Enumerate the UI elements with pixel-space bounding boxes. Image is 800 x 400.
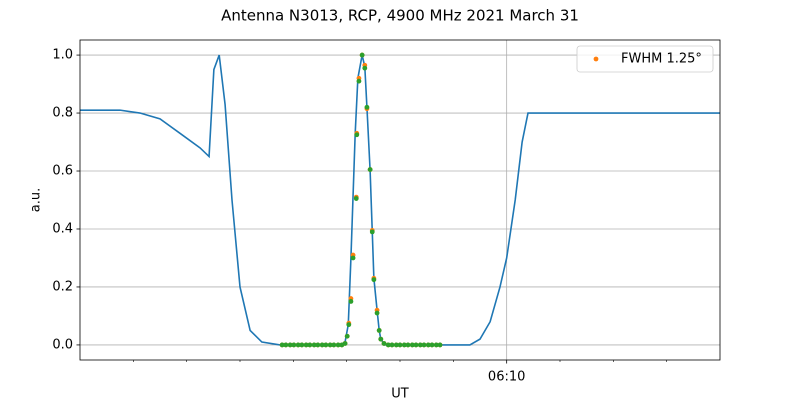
scatter-point: [421, 342, 427, 348]
x-tick-label: 06:10: [488, 370, 525, 385]
scatter-point: [327, 342, 333, 348]
scatter-point: [303, 342, 309, 348]
scatter-point: [371, 277, 377, 283]
scatter-point: [425, 342, 431, 348]
scatter-point: [344, 333, 350, 339]
scatter-point: [429, 342, 435, 348]
scatter-point: [405, 342, 411, 348]
y-axis-label: a.u.: [29, 188, 44, 212]
scatter-point: [299, 342, 305, 348]
scatter-point: [362, 65, 368, 71]
y-tick-label: 0.0: [52, 337, 73, 352]
scatter-point: [364, 104, 370, 110]
scatter-point: [367, 167, 373, 172]
scatter-point: [356, 78, 362, 84]
scatter-point: [413, 342, 419, 348]
scatter-point: [335, 342, 341, 348]
scatter-point: [307, 342, 313, 348]
scatter-point: [374, 310, 380, 316]
legend-box: [576, 45, 714, 73]
scatter-point: [291, 342, 297, 348]
scatter-point: [342, 341, 348, 346]
scatter-point: [283, 342, 289, 348]
scatter-point: [369, 229, 375, 235]
scatter-point: [353, 196, 359, 201]
plot-frame: [79, 39, 721, 361]
scatter-point: [381, 341, 387, 346]
scatter-point: [417, 342, 423, 348]
x-axis-label: UT: [391, 387, 409, 400]
data-line: [80, 54, 720, 346]
scatter-point: [354, 132, 360, 138]
scatter-point: [319, 342, 325, 348]
scatter-point: [359, 52, 365, 58]
scatter-point: [346, 322, 352, 328]
y-tick-label: 0.2: [52, 279, 73, 294]
scatter-point: [393, 342, 399, 348]
chart-title: Antenna N3013, RCP, 4900 MHz 2021 March …: [221, 7, 579, 25]
scatter-point: [279, 342, 285, 348]
scatter-point: [378, 336, 384, 342]
y-tick-label: 0.4: [52, 221, 73, 236]
scatter-point: [389, 342, 395, 348]
scatter-point: [348, 299, 354, 304]
scatter-point: [385, 342, 391, 348]
legend-label: FWHM 1.25°: [621, 52, 702, 67]
legend-marker: [593, 56, 599, 62]
scatter-point: [397, 342, 403, 348]
scatter-point: [409, 342, 415, 348]
scatter-point: [323, 342, 329, 348]
scatter-point: [331, 342, 337, 348]
scatter-point: [287, 342, 293, 348]
y-tick-label: 0.6: [52, 164, 73, 179]
scatter-point: [376, 328, 382, 333]
scatter-point: [350, 255, 356, 261]
scatter-point: [401, 342, 407, 348]
y-tick-label: 0.8: [52, 106, 73, 121]
scatter-point: [295, 342, 301, 348]
scatter-point: [311, 342, 317, 348]
scatter-point: [433, 342, 439, 348]
y-tick-label: 1.0: [52, 48, 73, 63]
scatter-point: [437, 342, 443, 348]
scatter-point: [315, 342, 321, 348]
